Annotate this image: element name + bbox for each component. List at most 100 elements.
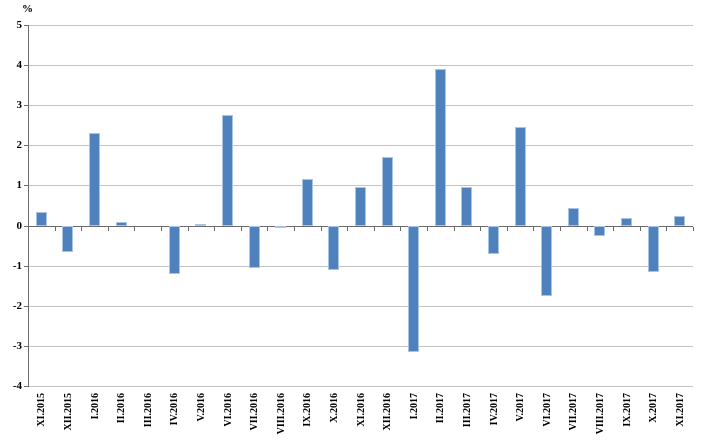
bar (408, 226, 419, 352)
x-axis-label: I.2017 (409, 393, 420, 420)
x-axis-label: IX.2016 (302, 393, 313, 427)
bar (594, 226, 605, 236)
x-axis-label: IV.2016 (169, 393, 180, 426)
x-axis-tick (560, 227, 561, 231)
x-axis-label: II.2017 (435, 393, 446, 424)
bar (355, 187, 366, 226)
y-axis-tick (24, 185, 28, 186)
y-axis-tick (24, 25, 28, 26)
bar (435, 69, 446, 226)
x-axis-label: IV.2017 (489, 393, 500, 426)
x-axis-tick (400, 227, 401, 231)
x-axis-tick (613, 227, 614, 231)
bar (222, 115, 233, 226)
y-axis-unit-label: % (22, 3, 33, 15)
y-axis-tick (24, 306, 28, 307)
x-axis-tick (347, 227, 348, 231)
x-axis-tick (81, 227, 82, 231)
x-axis-label: X.2016 (329, 393, 340, 423)
x-axis-label: XI.2015 (36, 393, 47, 427)
y-axis-tick-label: -1 (12, 260, 22, 272)
bar (515, 127, 526, 226)
bar (89, 133, 100, 226)
x-axis-tick (640, 227, 641, 231)
gridline (28, 65, 693, 66)
bar (116, 222, 127, 226)
y-axis-tick (24, 266, 28, 267)
x-axis-tick (374, 227, 375, 231)
x-axis-tick (161, 227, 162, 231)
x-axis-label: XII.2016 (382, 393, 393, 431)
bar (62, 226, 73, 252)
x-axis-label: XI.2017 (675, 393, 686, 427)
bar (275, 226, 286, 228)
x-axis-label: III.2017 (462, 393, 473, 428)
x-axis-tick (134, 227, 135, 231)
gridline (28, 266, 693, 267)
bar (36, 212, 47, 226)
x-axis-line (28, 226, 693, 227)
y-axis-tick-label: 2 (16, 139, 23, 151)
bar (648, 226, 659, 272)
gridline (28, 185, 693, 186)
y-axis-tick (24, 346, 28, 347)
x-axis-label: VIII.2017 (595, 393, 606, 435)
x-axis-tick (55, 227, 56, 231)
bar (461, 187, 472, 226)
y-axis-tick-label: 4 (16, 59, 23, 71)
y-axis-line (28, 25, 29, 387)
x-axis-tick (321, 227, 322, 231)
bar (382, 157, 393, 226)
x-axis-label: XII.2015 (63, 393, 74, 431)
x-axis-label: XI.2016 (356, 393, 367, 427)
x-axis-label: II.2016 (116, 393, 127, 424)
x-axis-tick (587, 227, 588, 231)
y-axis-tick (24, 226, 28, 227)
x-axis-label: V.2016 (196, 393, 207, 422)
y-axis-tick (24, 145, 28, 146)
bar (249, 226, 260, 268)
gridline (28, 25, 693, 26)
x-axis-label: VI.2017 (542, 393, 553, 427)
x-axis-label: VII.2016 (249, 393, 260, 431)
gridline (28, 346, 693, 347)
x-axis-tick (533, 227, 534, 231)
x-axis-tick (666, 227, 667, 231)
bar (674, 216, 685, 226)
gridline (28, 105, 693, 106)
y-axis-tick-label: -3 (12, 340, 22, 352)
x-axis-tick (454, 227, 455, 231)
y-axis-tick-label: -2 (12, 300, 22, 312)
y-axis-tick-label: 5 (16, 19, 23, 31)
x-axis-tick (214, 227, 215, 231)
x-axis-tick (427, 227, 428, 231)
y-axis-tick (24, 105, 28, 106)
x-axis-tick (241, 227, 242, 231)
x-axis-label: I.2016 (90, 393, 101, 420)
x-axis-tick (693, 227, 694, 231)
bar (621, 218, 632, 226)
y-axis-tick (24, 65, 28, 66)
gridline (28, 145, 693, 146)
bar (169, 226, 180, 274)
bar (302, 179, 313, 226)
x-axis-label: IX.2017 (622, 393, 633, 427)
x-axis-tick (294, 227, 295, 231)
x-axis-label: VIII.2016 (276, 393, 287, 435)
gridline (28, 386, 693, 387)
x-axis-label: VI.2016 (223, 393, 234, 427)
x-axis-label: III.2016 (143, 393, 154, 428)
x-axis-tick (188, 227, 189, 231)
y-axis-tick-label: -4 (12, 380, 22, 392)
bar (568, 208, 579, 226)
x-axis-label: X.2017 (648, 393, 659, 423)
bar (541, 226, 552, 296)
x-axis-label: VII.2017 (568, 393, 579, 431)
x-axis-tick (108, 227, 109, 231)
bar (488, 226, 499, 254)
y-axis-tick-label: 3 (16, 99, 23, 111)
x-axis-tick (507, 227, 508, 231)
y-axis-tick-label: 0 (16, 220, 23, 232)
